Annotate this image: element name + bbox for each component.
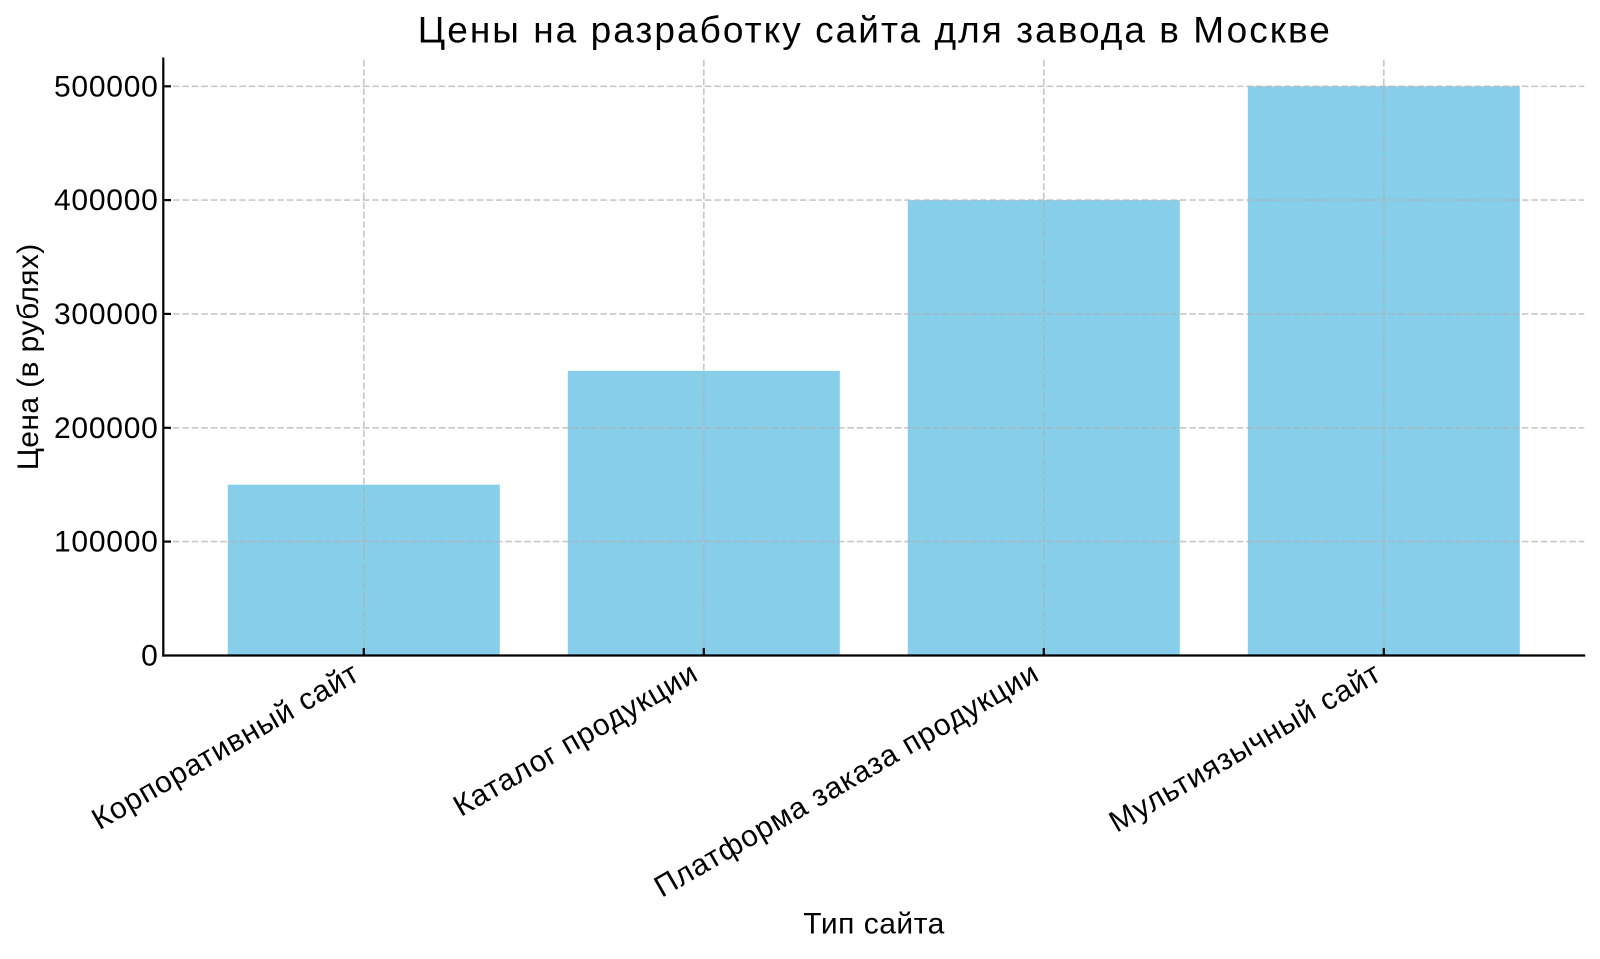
svg-text:Цены на разработку сайта для з: Цены на разработку сайта для завода в Мо… (418, 10, 1330, 51)
svg-text:300000: 300000 (54, 298, 159, 331)
svg-text:0: 0 (141, 639, 158, 672)
svg-text:Тип сайта: Тип сайта (803, 908, 944, 941)
svg-text:200000: 200000 (54, 412, 159, 445)
svg-text:Цена (в рублях): Цена (в рублях) (12, 243, 45, 470)
svg-text:500000: 500000 (54, 70, 159, 103)
svg-text:400000: 400000 (54, 184, 159, 217)
svg-text:100000: 100000 (54, 526, 159, 559)
